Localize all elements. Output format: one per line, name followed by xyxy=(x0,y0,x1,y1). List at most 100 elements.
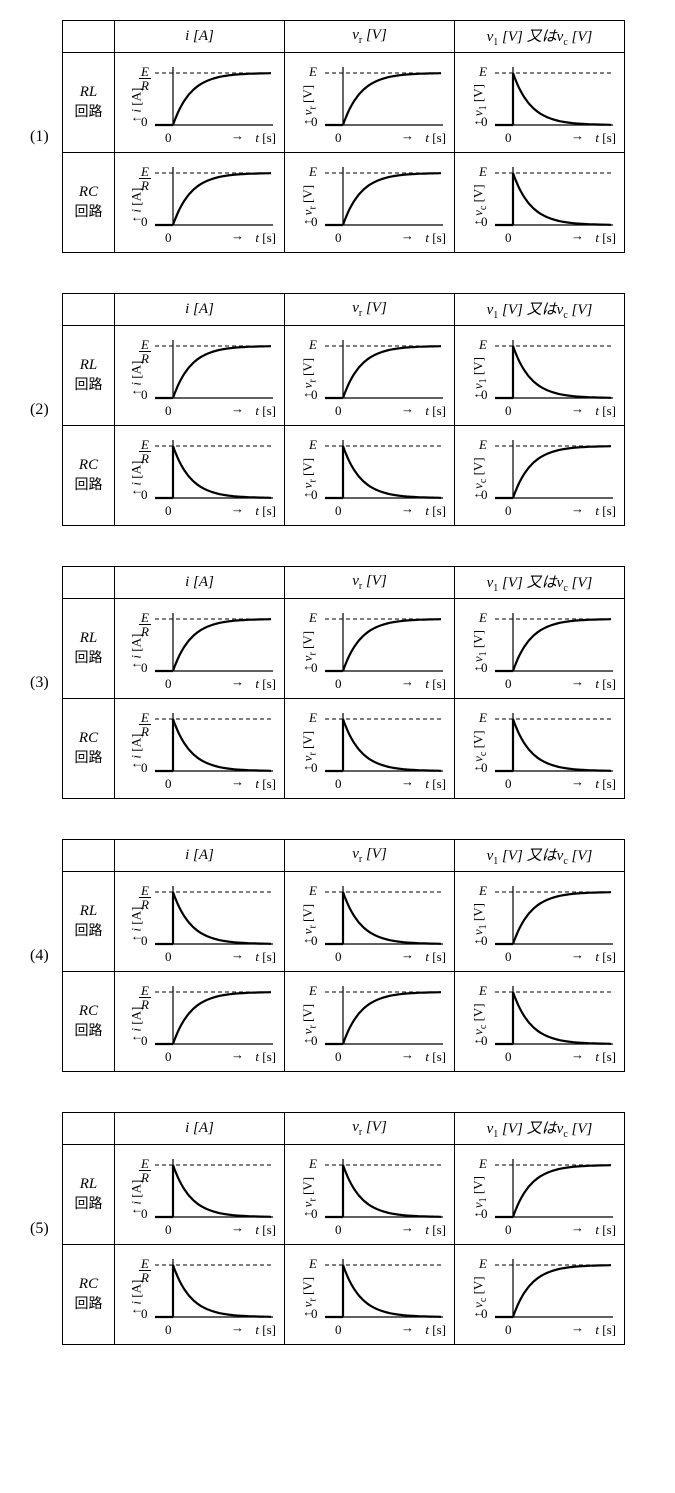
y-tick-zero: 0 xyxy=(141,214,148,230)
y-tick-top: ER xyxy=(139,711,151,738)
x-axis-label: t [s] xyxy=(425,1222,446,1238)
x-origin-label: 0 xyxy=(165,776,172,792)
option-block: (2) i [A] vr [V] v1 [V] 又はvc [V] RL回路 ↑ … xyxy=(30,293,645,526)
x-arrow-icon: → xyxy=(231,1047,244,1063)
row-label: RL回路 xyxy=(63,326,115,426)
header-blank xyxy=(63,294,115,326)
mini-graph: ↑ v1 [V] E 0 0 → t [s] xyxy=(461,1153,620,1240)
x-arrow-icon: → xyxy=(231,228,244,244)
graph-cell: ↑ vr [V] E 0 0 → t [s] xyxy=(285,872,455,972)
y-tick-top: E xyxy=(309,711,317,724)
y-tick-zero: 0 xyxy=(481,214,488,230)
x-arrow-icon: → xyxy=(571,401,584,417)
graph-cell: ↑ i [A] ER 0 0 → t [s] xyxy=(115,699,285,799)
header-vr: vr [V] xyxy=(285,567,455,599)
row-label: RL回路 xyxy=(63,872,115,972)
graph-cell: ↑ vr [V] E 0 0 → t [s] xyxy=(285,1145,455,1245)
x-origin-label: 0 xyxy=(335,130,342,146)
graph-cell: ↑ i [A] ER 0 0 → t [s] xyxy=(115,153,285,253)
y-tick-zero: 0 xyxy=(481,487,488,503)
header-blank xyxy=(63,1113,115,1145)
x-axis-label: t [s] xyxy=(255,1049,276,1065)
x-axis-label: t [s] xyxy=(425,230,446,246)
x-origin-label: 0 xyxy=(165,1222,172,1238)
document-root: (1) i [A] vr [V] v1 [V] 又はvc [V] RL回路 ↑ … xyxy=(30,20,645,1345)
header-i: i [A] xyxy=(115,1113,285,1145)
y-tick-top: E xyxy=(479,1157,487,1170)
x-origin-label: 0 xyxy=(335,1322,342,1338)
x-origin-label: 0 xyxy=(335,230,342,246)
option-number: (2) xyxy=(30,401,62,419)
mini-graph: ↑ vc [V] E 0 0 → t [s] xyxy=(461,1253,620,1340)
x-axis-label: t [s] xyxy=(425,1322,446,1338)
graph-cell: ↑ vr [V] E 0 0 → t [s] xyxy=(285,326,455,426)
graph-cell: ↑ v1 [V] E 0 0 → t [s] xyxy=(455,53,625,153)
mini-graph: ↑ vc [V] E 0 0 → t [s] xyxy=(461,707,620,794)
mini-graph: ↑ i [A] ER 0 0 → t [s] xyxy=(121,161,280,248)
mini-graph: ↑ vr [V] E 0 0 → t [s] xyxy=(291,880,450,967)
x-arrow-icon: → xyxy=(571,228,584,244)
graph-cell: ↑ vr [V] E 0 0 → t [s] xyxy=(285,426,455,526)
y-tick-zero: 0 xyxy=(481,114,488,130)
circuit-row: RC回路 ↑ i [A] ER 0 0 → t [s] ↑ vr [V] E 0… xyxy=(63,699,625,799)
graph-cell: ↑ vr [V] E 0 0 → t [s] xyxy=(285,153,455,253)
x-origin-label: 0 xyxy=(505,230,512,246)
mini-graph: ↑ i [A] ER 0 0 → t [s] xyxy=(121,1153,280,1240)
option-number: (5) xyxy=(30,1220,62,1238)
row-label: RL回路 xyxy=(63,53,115,153)
x-arrow-icon: → xyxy=(231,401,244,417)
mini-graph: ↑ vr [V] E 0 0 → t [s] xyxy=(291,1153,450,1240)
y-tick-top: E xyxy=(309,338,317,351)
option-block: (1) i [A] vr [V] v1 [V] 又はvc [V] RL回路 ↑ … xyxy=(30,20,645,253)
header-vlvc: v1 [V] 又はvc [V] xyxy=(455,567,625,599)
header-vr: vr [V] xyxy=(285,1113,455,1145)
header-i: i [A] xyxy=(115,294,285,326)
x-origin-label: 0 xyxy=(165,676,172,692)
mini-graph: ↑ vr [V] E 0 0 → t [s] xyxy=(291,434,450,521)
x-arrow-icon: → xyxy=(571,501,584,517)
graph-cell: ↑ v1 [V] E 0 0 → t [s] xyxy=(455,1145,625,1245)
header-vr: vr [V] xyxy=(285,294,455,326)
x-axis-label: t [s] xyxy=(425,776,446,792)
x-arrow-icon: → xyxy=(231,947,244,963)
mini-graph: ↑ v1 [V] E 0 0 → t [s] xyxy=(461,607,620,694)
x-axis-label: t [s] xyxy=(425,676,446,692)
x-origin-label: 0 xyxy=(335,949,342,965)
x-axis-label: t [s] xyxy=(255,230,276,246)
row-label: RC回路 xyxy=(63,426,115,526)
option-table: i [A] vr [V] v1 [V] 又はvc [V] RL回路 ↑ i [A… xyxy=(62,293,625,526)
y-tick-top: E xyxy=(479,884,487,897)
y-tick-zero: 0 xyxy=(311,214,318,230)
x-axis-label: t [s] xyxy=(425,130,446,146)
x-arrow-icon: → xyxy=(571,674,584,690)
graph-cell: ↑ i [A] ER 0 0 → t [s] xyxy=(115,599,285,699)
x-arrow-icon: → xyxy=(401,501,414,517)
graph-cell: ↑ i [A] ER 0 0 → t [s] xyxy=(115,972,285,1072)
x-arrow-icon: → xyxy=(571,1320,584,1336)
x-origin-label: 0 xyxy=(165,230,172,246)
x-origin-label: 0 xyxy=(505,776,512,792)
row-label: RC回路 xyxy=(63,699,115,799)
header-vlvc: v1 [V] 又はvc [V] xyxy=(455,840,625,872)
y-tick-zero: 0 xyxy=(481,760,488,776)
y-tick-zero: 0 xyxy=(311,760,318,776)
x-origin-label: 0 xyxy=(505,130,512,146)
y-tick-zero: 0 xyxy=(311,487,318,503)
option-table: i [A] vr [V] v1 [V] 又はvc [V] RL回路 ↑ i [A… xyxy=(62,20,625,253)
option-table: i [A] vr [V] v1 [V] 又はvc [V] RL回路 ↑ i [A… xyxy=(62,566,625,799)
y-tick-zero: 0 xyxy=(481,1033,488,1049)
x-axis-label: t [s] xyxy=(255,776,276,792)
x-origin-label: 0 xyxy=(335,676,342,692)
x-origin-label: 0 xyxy=(505,1049,512,1065)
mini-graph: ↑ i [A] ER 0 0 → t [s] xyxy=(121,707,280,794)
graph-cell: ↑ vr [V] E 0 0 → t [s] xyxy=(285,1245,455,1345)
mini-graph: ↑ i [A] ER 0 0 → t [s] xyxy=(121,880,280,967)
y-tick-top: ER xyxy=(139,438,151,465)
graph-cell: ↑ v1 [V] E 0 0 → t [s] xyxy=(455,326,625,426)
y-tick-zero: 0 xyxy=(481,387,488,403)
y-tick-zero: 0 xyxy=(481,660,488,676)
y-tick-top: E xyxy=(479,984,487,997)
graph-cell: ↑ vc [V] E 0 0 → t [s] xyxy=(455,972,625,1072)
row-label: RL回路 xyxy=(63,599,115,699)
y-tick-zero: 0 xyxy=(311,660,318,676)
